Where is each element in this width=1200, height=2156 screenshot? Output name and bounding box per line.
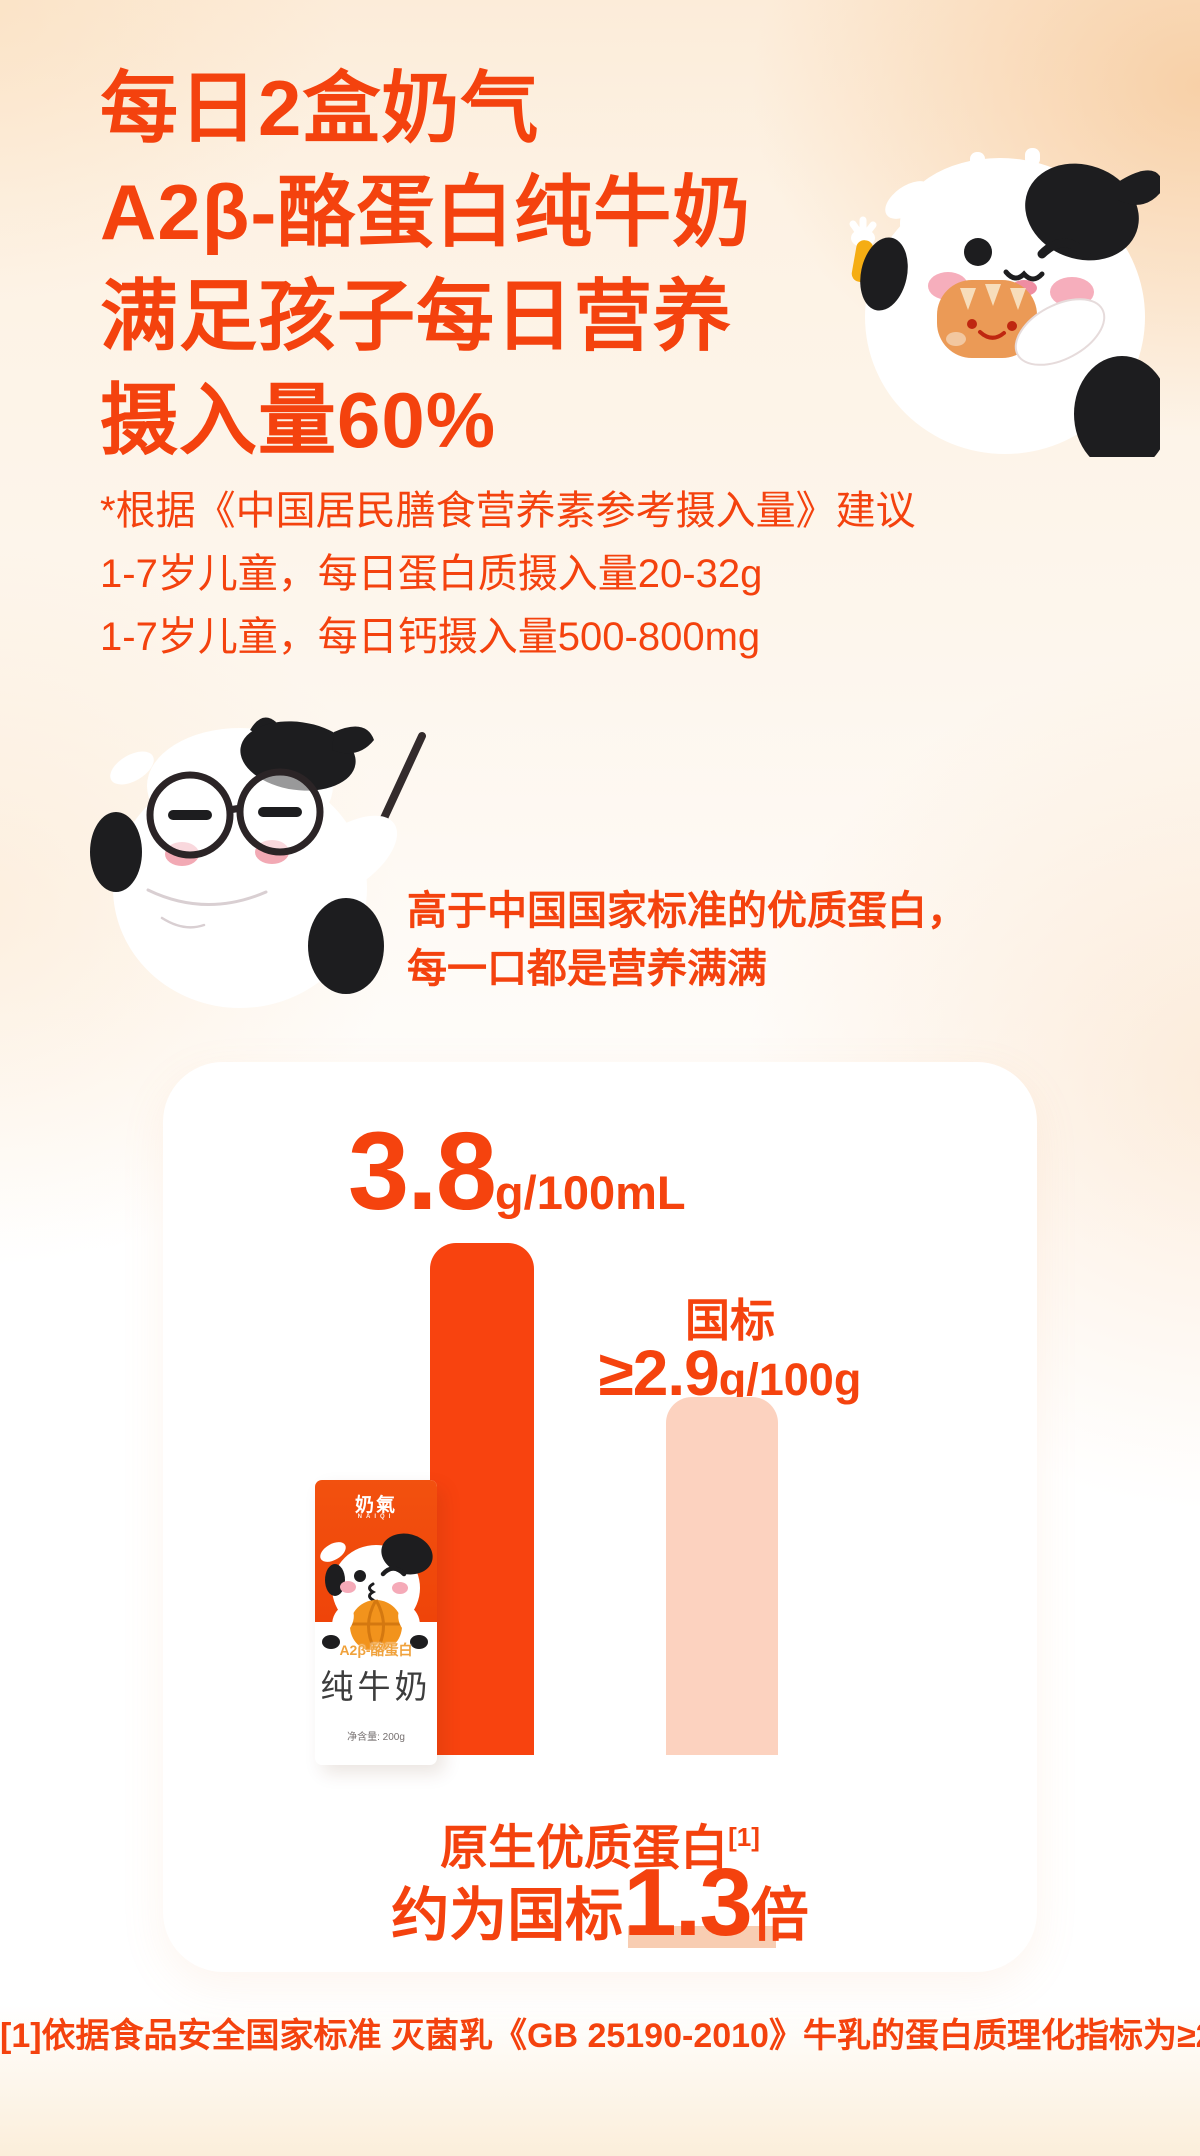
professor-cow-with-glasses-and-pointer-illustration <box>90 717 426 1008</box>
caption-ratio-value: 1.3 <box>623 1849 752 1956</box>
headline: 每日2盒奶气 A2β-酪蛋白纯牛奶 满足孩子每日营养 摄入量60% <box>100 56 751 472</box>
headline-line-3: 满足孩子每日营养 <box>100 272 733 360</box>
speech-text: 高于中国国家标准的优质蛋白， 每一口都是营养满满 <box>407 882 967 998</box>
carton-brand-sub: NAIQI <box>357 1514 395 1520</box>
cow-hugging-basketball-illustration <box>320 1533 433 1650</box>
footnote-line-3: 1-7岁儿童，每日钙摄入量500-800mg <box>100 615 761 659</box>
caption-ratio-suffix: 倍 <box>750 1883 809 1948</box>
caption-highlight-strip <box>628 1926 776 1948</box>
footnote-line-2: 1-7岁儿童，每日蛋白质摄入量20-32g <box>100 552 763 596</box>
caption-protein-text: 原生优质蛋白 <box>440 1822 729 1875</box>
caption-protein-sup: [1] <box>728 1822 760 1852</box>
footer-disclaimer: [1]依据食品安全国家标准 灭菌乳《GB 25190-2010》牛乳的蛋白质理化… <box>0 2017 1200 2055</box>
basketball-icon <box>350 1599 402 1650</box>
product-value: 3.8 <box>348 1110 497 1233</box>
headline-line-4: 摄入量60% <box>100 376 497 464</box>
glasses-icon <box>146 768 324 859</box>
chart-panel <box>163 1062 1037 1972</box>
speech-line-2: 每一口都是营养满满 <box>407 947 767 991</box>
product-value-label: 3.8 g/100mL <box>348 1108 686 1235</box>
carton-name: 纯牛奶 <box>320 1668 432 1705</box>
caption-protein: 原生优质蛋白[1] <box>163 1808 1037 1878</box>
standard-value-unit: g/100g <box>718 1354 862 1405</box>
cow-winking-holding-bread-and-fork-illustration <box>849 148 1160 457</box>
caption-ratio: 约为国标 1.3 倍 <box>163 1848 1037 1958</box>
bar-standard <box>666 1397 778 1755</box>
caption-ratio-prefix: 约为国标 <box>391 1883 624 1948</box>
footnote-line-1: *根据《中国居民膳食营养素参考摄入量》建议 <box>100 489 916 533</box>
milk-carton-product: 奶氣 NAIQI A2β-酪蛋白 纯牛奶 净含量: 200g <box>315 1480 437 1765</box>
speech-line-1: 高于中国国家标准的优质蛋白， <box>407 889 967 933</box>
carton-brand: 奶氣 <box>354 1495 397 1516</box>
headline-line-2: A2β-酪蛋白纯牛奶 <box>100 168 752 256</box>
carton-tag: A2β-酪蛋白 <box>339 1642 413 1658</box>
headline-line-1: 每日2盒奶气 <box>100 64 540 152</box>
product-value-unit: g/100mL <box>494 1166 686 1219</box>
bar-product <box>430 1243 534 1755</box>
standard-label: 国标 <box>684 1295 775 1346</box>
carton-net-content: 净含量: 200g <box>347 1732 405 1743</box>
footnote: *根据《中国居民膳食营养素参考摄入量》建议 1-7岁儿童，每日蛋白质摄入量20-… <box>100 480 916 669</box>
